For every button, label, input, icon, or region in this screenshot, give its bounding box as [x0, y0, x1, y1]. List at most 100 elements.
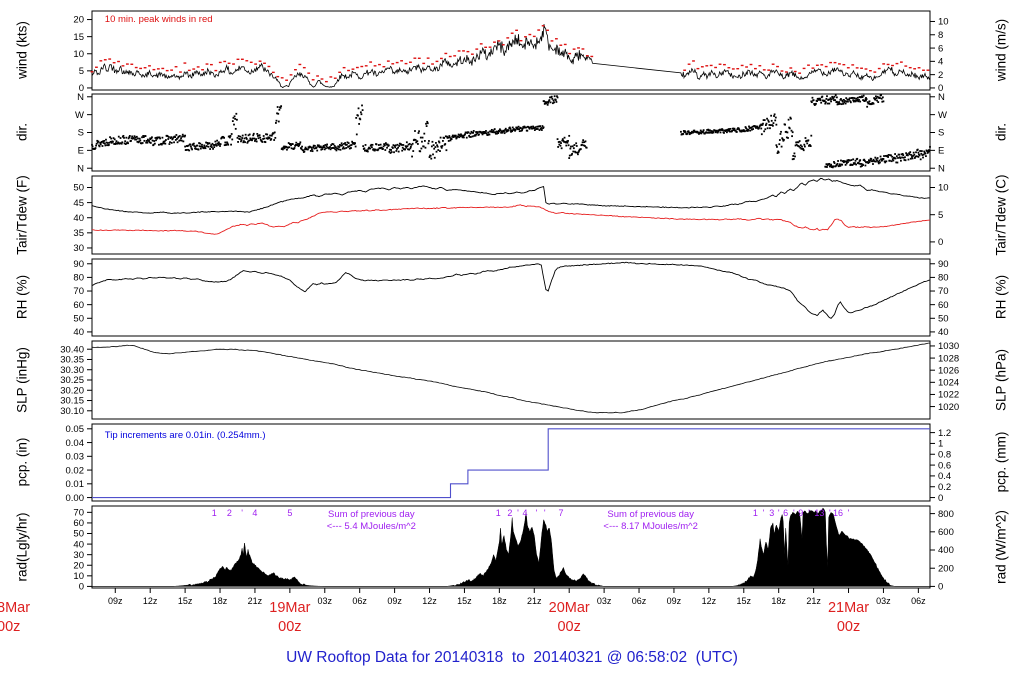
svg-text:50: 50 [73, 529, 84, 540]
svg-text:3: 3 [769, 508, 774, 518]
svg-text:12z: 12z [422, 596, 437, 606]
svg-text:10: 10 [73, 571, 84, 582]
svg-text:1: 1 [496, 508, 501, 518]
svg-text:1026: 1026 [938, 365, 959, 376]
svg-text:10 min. peak winds in red: 10 min. peak winds in red [105, 14, 213, 25]
svg-text:<--- 8.17 MJoules/m^2: <--- 8.17 MJoules/m^2 [603, 521, 697, 532]
svg-text:2: 2 [507, 508, 512, 518]
axis-label-dir-left: dir. [14, 122, 30, 142]
svg-text:60: 60 [938, 300, 949, 311]
svg-text:00z: 00z [278, 619, 301, 635]
axis-label-rh-right: RH (%) [993, 274, 1009, 320]
svg-text:60: 60 [73, 518, 84, 529]
svg-text:90: 90 [73, 259, 84, 270]
svg-text:09z: 09z [387, 596, 402, 606]
svg-text:19Mar: 19Mar [269, 600, 310, 616]
svg-text:1024: 1024 [938, 378, 959, 389]
axis-label-rad-left: rad(Lgly/hr) [14, 512, 30, 582]
svg-text:70: 70 [73, 508, 84, 519]
svg-text:12z: 12z [702, 596, 717, 606]
svg-text:00z: 00z [837, 619, 860, 635]
svg-text:80: 80 [938, 273, 949, 284]
svg-text:8Mar: 8Mar [0, 600, 30, 616]
svg-text:30.15: 30.15 [60, 396, 84, 407]
svg-text:8: 8 [938, 30, 943, 41]
svg-text:200: 200 [938, 563, 954, 574]
svg-text:0.03: 0.03 [66, 452, 85, 463]
panel-rh: 40 50 60 70 80 90 40 50 60 70 80 90 [73, 258, 949, 338]
axis-label-tair-left: Tair/Tdew (F) [14, 175, 30, 255]
axis-label-tair-right: Tair/Tdew (C) [993, 174, 1009, 256]
svg-text:': ' [544, 508, 546, 518]
panel-pcp: 0.00 0.01 0.02 0.03 0.04 0.05 00.20.40.60.811.… [66, 423, 951, 504]
svg-text:5: 5 [938, 210, 943, 221]
svg-text:03z: 03z [597, 596, 612, 606]
axis-label-slp-left: SLP (inHg) [14, 347, 30, 413]
svg-text:': ' [848, 508, 850, 518]
svg-text:': ' [517, 508, 519, 518]
svg-text:6: 6 [938, 43, 943, 54]
svg-text:<--- 5.4 MJoules/m^2: <--- 5.4 MJoules/m^2 [327, 521, 416, 532]
svg-text:21z: 21z [248, 596, 263, 606]
x-axis: 09z 12z 15z 18z 21z 03z 06z 09z 12z 15z 18z 21z 03z 0… [0, 588, 926, 635]
svg-text:60: 60 [73, 300, 84, 311]
svg-text:Tip increments are 0.01in. (0.: Tip increments are 0.01in. (0.254mm.) [105, 430, 266, 441]
svg-text:15z: 15z [457, 596, 472, 606]
svg-text:15: 15 [73, 32, 84, 43]
svg-text:0: 0 [79, 582, 84, 593]
svg-text:W: W [938, 110, 947, 121]
svg-text:03z: 03z [876, 596, 891, 606]
svg-text:70: 70 [73, 286, 84, 297]
svg-text:': ' [829, 508, 831, 518]
sea-level-pressure [91, 342, 930, 414]
svg-text:0.02: 0.02 [66, 465, 85, 476]
svg-text:20: 20 [73, 560, 84, 571]
svg-text:10: 10 [73, 49, 84, 60]
precip-accum [92, 428, 930, 499]
svg-text:30.35: 30.35 [60, 355, 84, 366]
svg-text:': ' [778, 508, 780, 518]
svg-text:W: W [75, 110, 84, 121]
svg-text:40: 40 [938, 327, 949, 338]
axis-label-wind-left: wind (kts) [14, 21, 30, 79]
svg-text:10: 10 [938, 183, 949, 194]
svg-text:4: 4 [522, 508, 527, 518]
svg-text:': ' [241, 508, 243, 518]
svg-text:30: 30 [73, 550, 84, 561]
svg-text:40: 40 [73, 327, 84, 338]
svg-text:0.8: 0.8 [938, 449, 951, 460]
svg-text:20: 20 [73, 15, 84, 26]
svg-text:06z: 06z [632, 596, 647, 606]
svg-text:18z: 18z [771, 596, 786, 606]
svg-text:18z: 18z [492, 596, 507, 606]
svg-text:E: E [78, 146, 84, 157]
svg-text:30.40: 30.40 [60, 344, 84, 355]
svg-text:S: S [938, 128, 944, 139]
svg-text:4: 4 [938, 57, 943, 68]
svg-text:1.2: 1.2 [938, 428, 951, 439]
svg-text:15z: 15z [178, 596, 193, 606]
axis-label-wind-right: wind (m/s) [993, 18, 1009, 82]
svg-text:70: 70 [938, 286, 949, 297]
svg-text:': ' [808, 508, 810, 518]
axis-label-pcp-left: pcp. (in) [14, 437, 30, 487]
svg-text:16: 16 [833, 508, 843, 518]
svg-text:00z: 00z [0, 619, 20, 635]
svg-text:': ' [793, 508, 795, 518]
svg-text:50: 50 [73, 313, 84, 324]
svg-text:45: 45 [73, 198, 84, 209]
svg-text:35: 35 [73, 228, 84, 239]
page-title: UW Rooftop Data for 20140318 to 20140321… [286, 649, 738, 666]
svg-text:6: 6 [783, 508, 788, 518]
panel-wind: 0 5 10 15 20 0 2 4 6 8 10 10 min. peak winds in red [73, 10, 949, 94]
svg-text:1: 1 [938, 439, 943, 450]
svg-text:S: S [78, 128, 84, 139]
svg-text:0.01: 0.01 [66, 479, 85, 490]
svg-text:800: 800 [938, 509, 954, 520]
svg-text:0: 0 [79, 83, 84, 94]
svg-text:90: 90 [938, 259, 949, 270]
